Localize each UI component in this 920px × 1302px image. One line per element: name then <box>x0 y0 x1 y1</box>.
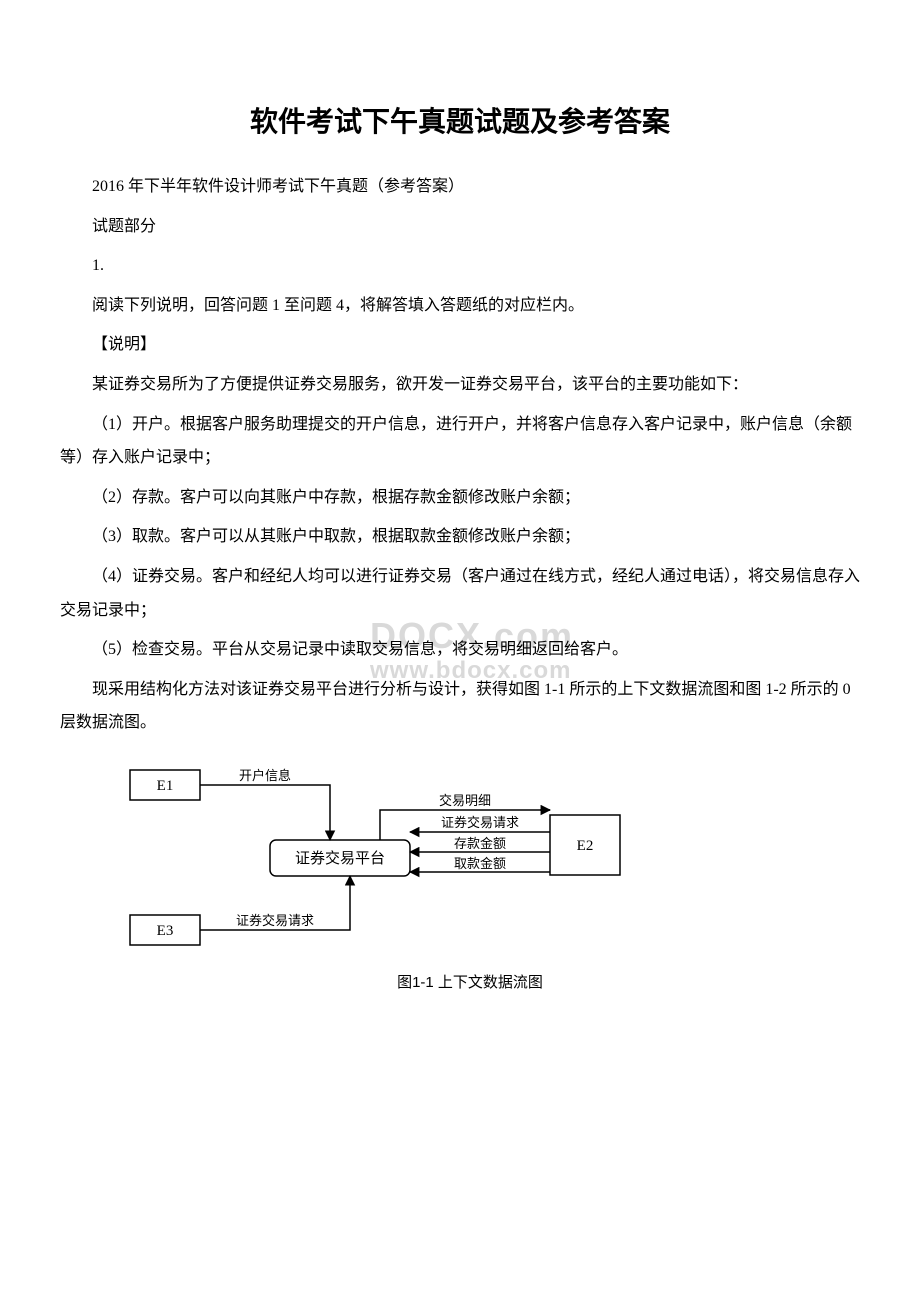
e3-label: E3 <box>157 923 174 939</box>
method-paragraph: 现采用结构化方法对该证券交易平台进行分析与设计，获得如图 1-1 所示的上下文数… <box>60 673 860 740</box>
flow-withdraw-label: 取款金额 <box>454 856 506 871</box>
list-item: （5）检查交易。平台从交易记录中读取交易信息，将交易明细返回给客户。 <box>60 633 860 667</box>
flow-open-label: 开户信息 <box>239 768 291 783</box>
context-dfd-diagram: E1 E3 证券交易平台 E2 开户信息 交易明细 证券交易请求 <box>120 760 860 992</box>
question-number: 1. <box>60 249 860 283</box>
desc-heading: 【说明】 <box>60 328 860 362</box>
dfd-svg: E1 E3 证券交易平台 E2 开户信息 交易明细 证券交易请求 <box>120 760 640 960</box>
intro-paragraph: 某证券交易所为了方便提供证券交易服务，欲开发一证券交易平台，该平台的主要功能如下… <box>60 368 860 402</box>
flow-sec-req-label: 证券交易请求 <box>441 815 519 830</box>
flow-deposit-label: 存款金额 <box>454 836 506 851</box>
page-title: 软件考试下午真题试题及参考答案 <box>60 100 860 140</box>
list-item: （3）取款。客户可以从其账户中取款，根据取款金额修改账户余额； <box>60 520 860 554</box>
flow-sec-req2-label: 证券交易请求 <box>236 913 314 928</box>
platform-label: 证券交易平台 <box>295 849 385 867</box>
list-item: （2）存款。客户可以向其账户中存款，根据存款金额修改账户余额； <box>60 481 860 515</box>
instruction: 阅读下列说明，回答问题 1 至问题 4，将解答填入答题纸的对应栏内。 <box>60 289 860 323</box>
list-item: （4）证券交易。客户和经纪人均可以进行证券交易（客户通过在线方式，经纪人通过电话… <box>60 560 860 627</box>
e1-label: E1 <box>157 778 174 794</box>
e2-label: E2 <box>577 838 594 854</box>
section-label: 试题部分 <box>60 210 860 244</box>
subtitle: 2016 年下半年软件设计师考试下午真题（参考答案） <box>60 170 860 204</box>
flow-open-arrow <box>200 785 330 840</box>
flow-detail-label: 交易明细 <box>439 793 491 808</box>
list-item: （1）开户。根据客户服务助理提交的开户信息，进行开户，并将客户信息存入客户记录中… <box>60 408 860 475</box>
diagram-caption: 图1-1 上下文数据流图 <box>80 971 860 992</box>
